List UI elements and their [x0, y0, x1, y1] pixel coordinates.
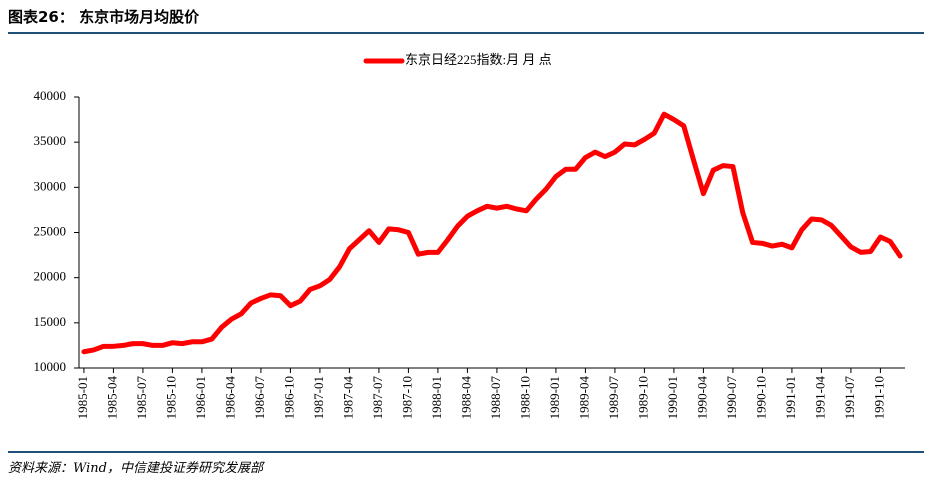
x-tick-label: 1989-04	[576, 376, 591, 420]
x-tick-label: 1989-10	[635, 376, 650, 419]
x-tick-label: 1990-01	[665, 376, 680, 419]
x-tick-label: 1989-07	[606, 376, 621, 420]
x-tick-label: 1987-07	[370, 376, 385, 420]
x-tick-label: 1991-01	[783, 376, 798, 419]
x-tick-label: 1985-01	[75, 376, 90, 419]
footer-rule	[8, 451, 924, 453]
y-tick-label: 15000	[34, 314, 67, 329]
x-tick-label: 1985-04	[104, 376, 119, 420]
x-tick-label: 1988-10	[517, 376, 532, 419]
data-line	[81, 111, 903, 355]
x-tick-label: 1990-10	[753, 376, 768, 419]
y-tick-label: 30000	[34, 178, 67, 193]
x-tick-label: 1986-04	[222, 376, 237, 420]
x-tick-label: 1986-01	[193, 376, 208, 419]
chart: 10000 15000 20000 25000 30000 35000 40000 1985-…	[34, 52, 905, 420]
x-tick-label: 1987-04	[340, 376, 355, 420]
x-tick-label: 1989-01	[547, 376, 562, 419]
x-tick-label: 1991-07	[842, 376, 857, 420]
y-tick-label: 40000	[34, 88, 67, 103]
y-tick-label: 20000	[34, 269, 67, 284]
x-tick-label: 1991-04	[812, 376, 827, 420]
x-tick-label: 1987-01	[311, 376, 326, 419]
x-tick-label: 1988-04	[458, 376, 473, 420]
x-tick-label: 1987-10	[399, 376, 414, 419]
x-tick-label: 1990-04	[694, 376, 709, 420]
x-tick-label: 1988-07	[488, 376, 503, 420]
x-tick-label: 1985-10	[163, 376, 178, 419]
footer-source: 资料来源：Wind，中信建投证券研究发展部	[8, 461, 263, 476]
y-tick-label: 25000	[34, 223, 67, 238]
x-tick-label: 1990-07	[724, 376, 739, 420]
legend-label: 东京日经225指数:月 月 点	[405, 52, 552, 67]
x-tick-label: 1986-07	[252, 376, 267, 420]
y-tick-label: 10000	[34, 359, 67, 374]
x-tick-label: 1985-07	[134, 376, 149, 420]
x-tick-label: 1988-01	[429, 376, 444, 419]
x-tick-label: 1991-10	[871, 376, 886, 419]
y-tick-label: 35000	[34, 133, 67, 148]
x-tick-label: 1986-10	[281, 376, 296, 419]
header-rule	[8, 32, 924, 34]
header-title: 图表26： 东京市场月均股价	[8, 8, 200, 26]
